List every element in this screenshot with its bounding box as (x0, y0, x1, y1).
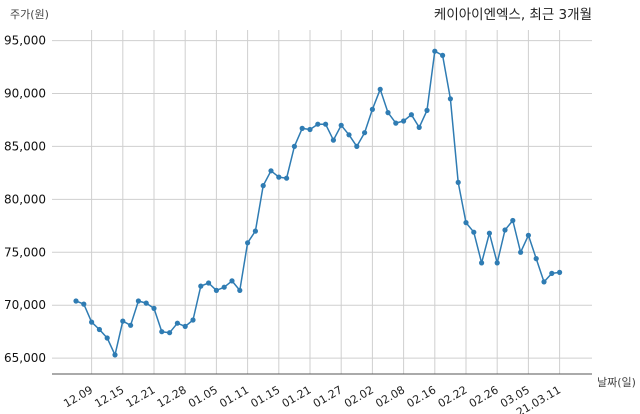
data-point (471, 229, 477, 235)
data-point (151, 305, 157, 311)
y-tick-label: 75,000 (4, 245, 46, 259)
data-point (73, 298, 79, 304)
data-point (393, 120, 399, 126)
data-point (533, 256, 539, 262)
y-tick-label: 85,000 (4, 139, 46, 153)
data-point (112, 352, 118, 358)
data-point (362, 130, 368, 136)
data-point (268, 168, 274, 174)
data-point (377, 86, 383, 92)
data-point (213, 287, 219, 293)
data-point (330, 137, 336, 143)
y-tick-label: 90,000 (4, 87, 46, 101)
data-point (167, 330, 173, 336)
x-tick-label: 01.27 (311, 383, 345, 410)
price-line (75, 50, 560, 356)
data-point (104, 335, 110, 341)
data-point (299, 125, 305, 131)
data-point (440, 52, 446, 59)
data-point (89, 319, 95, 325)
grid-lines (52, 30, 592, 374)
data-point (260, 183, 266, 189)
data-point (432, 48, 438, 54)
data-point (284, 175, 290, 181)
data-point (96, 326, 102, 333)
data-point (135, 298, 141, 304)
data-point (252, 228, 258, 234)
x-tick-label: 02.02 (342, 383, 376, 410)
data-point (276, 174, 282, 180)
y-tick-label: 65,000 (4, 351, 46, 365)
x-tick-label: 12.21 (124, 383, 158, 410)
x-tick-label: 12.09 (61, 383, 95, 410)
data-point (120, 318, 126, 324)
y-axis-ticks: 65,000 70,000 75,000 80,000 85,000 90,000 95,0… (4, 34, 46, 366)
data-point (486, 230, 492, 236)
data-point (557, 269, 563, 275)
x-tick-label: 01.05 (186, 383, 220, 410)
data-point (525, 232, 532, 238)
data-point (221, 284, 227, 290)
data-point (502, 227, 508, 233)
data-point (455, 179, 461, 185)
data-point (518, 249, 524, 255)
data-point (401, 118, 407, 124)
data-point (354, 143, 360, 149)
y-tick-label: 70,000 (4, 298, 46, 312)
data-point (510, 217, 516, 224)
data-point (346, 132, 352, 138)
x-tick-label: 02.08 (373, 383, 407, 410)
data-point (198, 283, 204, 289)
data-point (424, 107, 430, 113)
data-point (416, 124, 422, 130)
data-point (174, 320, 180, 326)
data-point (338, 122, 344, 128)
data-point (190, 317, 196, 323)
data-point (182, 323, 188, 329)
data-point (385, 110, 391, 116)
chart-title: 케이아이엔엑스, 최근 3개월 (434, 7, 592, 23)
x-tick-label: 01.21 (280, 383, 314, 410)
x-axis-label: 날짜(일) (597, 375, 636, 389)
data-point (447, 96, 453, 102)
data-point (323, 121, 329, 127)
data-point (237, 287, 243, 293)
data-point (128, 322, 134, 328)
data-point (291, 143, 297, 149)
x-tick-label: 01.15 (249, 383, 283, 410)
data-point (143, 300, 149, 306)
y-tick-label: 95,000 (4, 34, 46, 48)
data-point (81, 301, 87, 307)
data-point (549, 270, 555, 276)
data-point (494, 260, 500, 266)
data-point (369, 106, 375, 112)
x-tick-label: 12.28 (155, 383, 189, 410)
data-point (159, 329, 165, 335)
data-point (307, 126, 313, 133)
data-point (315, 121, 321, 127)
x-tick-label: 01.11 (217, 383, 251, 410)
data-point (541, 279, 547, 285)
data-point (206, 280, 212, 286)
x-tick-label: 02.26 (467, 383, 501, 410)
y-axis-label: 주가(원) (10, 8, 49, 21)
data-point (245, 240, 251, 246)
data-point (229, 278, 235, 284)
x-tick-label: 02.16 (405, 383, 439, 410)
x-tick-label: 02.22 (436, 383, 470, 410)
data-point (463, 220, 469, 226)
x-tick-label: 12.15 (93, 383, 127, 410)
x-axis-ticks: 12.0912.1512.2112.2801.0501.1101.1501.21… (61, 383, 563, 414)
y-tick-label: 80,000 (4, 192, 46, 206)
data-point (408, 112, 414, 118)
price-points (73, 48, 563, 358)
data-point (479, 260, 485, 266)
